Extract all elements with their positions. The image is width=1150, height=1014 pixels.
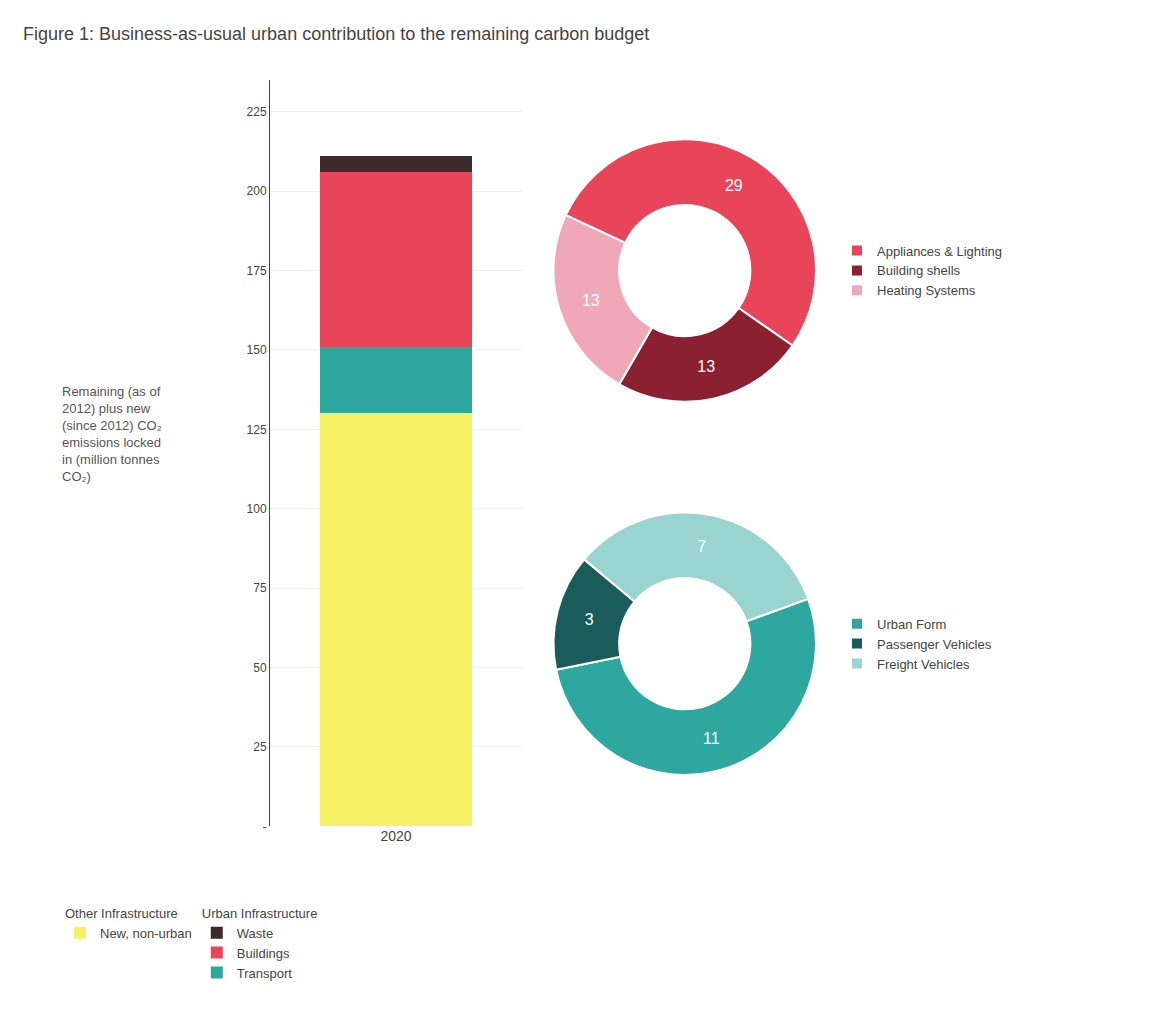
svg-text:Other Infrastructure: Other Infrastructure (65, 906, 178, 921)
svg-text:2020: 2020 (380, 828, 411, 844)
svg-text:3: 3 (585, 611, 594, 628)
svg-text:Urban Infrastructure: Urban Infrastructure (202, 906, 318, 921)
svg-text:Appliances & Lighting: Appliances & Lighting (877, 244, 1002, 259)
svg-text:50: 50 (253, 661, 267, 675)
svg-text:7: 7 (697, 538, 706, 555)
svg-text:175: 175 (247, 264, 267, 278)
svg-text:Urban Form: Urban Form (877, 617, 946, 632)
svg-text:150: 150 (247, 343, 267, 357)
svg-text:Transport: Transport (237, 966, 293, 981)
svg-text:Figure 1: Business-as-usual ur: Figure 1: Business-as-usual urban contri… (23, 24, 649, 44)
svg-text:Buildings: Buildings (237, 946, 290, 961)
svg-text:Waste: Waste (237, 926, 273, 941)
svg-text:225: 225 (247, 105, 267, 119)
svg-text:-: - (263, 820, 267, 834)
svg-text:29: 29 (725, 177, 743, 194)
svg-text:25: 25 (253, 740, 267, 754)
svg-text:200: 200 (247, 184, 267, 198)
svg-text:13: 13 (582, 292, 600, 309)
svg-text:Heating Systems: Heating Systems (877, 283, 976, 298)
svg-text:125: 125 (247, 423, 267, 437)
svg-text:Building shells: Building shells (877, 263, 961, 278)
svg-text:75: 75 (253, 581, 267, 595)
svg-text:11: 11 (703, 730, 720, 747)
svg-text:Freight Vehicles: Freight Vehicles (877, 657, 970, 672)
svg-text:100: 100 (247, 502, 267, 516)
svg-text:New, non-urban: New, non-urban (100, 926, 192, 941)
svg-text:Passenger Vehicles: Passenger Vehicles (877, 637, 992, 652)
svg-text:Remaining (as of2012) plus new: Remaining (as of2012) plus new(since 201… (62, 384, 162, 484)
svg-text:13: 13 (697, 358, 715, 375)
